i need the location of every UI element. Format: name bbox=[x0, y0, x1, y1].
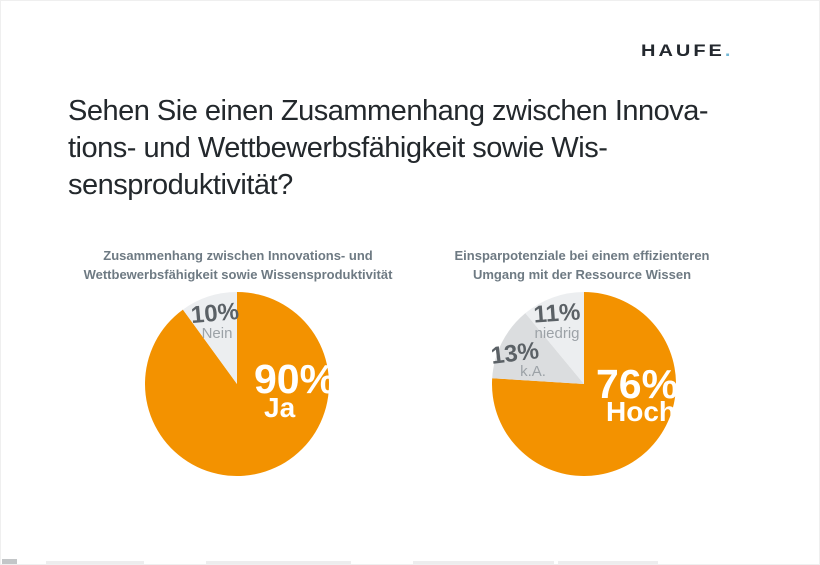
left-pie-ja-label: Ja bbox=[264, 392, 296, 423]
left-pie-nein-label: Nein bbox=[201, 325, 233, 342]
right-pie-chart bbox=[492, 292, 676, 476]
left-chart-heading: Zusammenhang zwischen Innovations- und W… bbox=[78, 246, 398, 284]
left-pie-chart bbox=[145, 292, 329, 476]
page-title-line-1: Sehen Sie einen Zusammenhang zwischen In… bbox=[68, 95, 709, 127]
right-pie-ka-label: k.A. bbox=[520, 363, 546, 380]
pie-slice-k.A. bbox=[492, 313, 584, 384]
left-chart-heading-line-1: Zusammenhang zwischen Innovations- und bbox=[103, 248, 373, 263]
pie-slice-Ja bbox=[145, 292, 329, 476]
left-pie-ja-percent: 90% bbox=[254, 356, 337, 402]
right-chart-heading-line-1: Einsparpotenziale bei einem effizientere… bbox=[454, 248, 710, 263]
right-chart-heading-line-2: Umgang mit der Ressource Wissen bbox=[472, 267, 692, 282]
cropped-text-artifact bbox=[413, 561, 554, 564]
page-title-line-3: sensproduktivität? bbox=[68, 169, 293, 201]
cropped-text-artifact bbox=[2, 559, 17, 564]
right-pie-hoch-label: Hoch bbox=[606, 396, 676, 427]
right-pie-niedrig-label: niedrig bbox=[534, 325, 580, 342]
pie-slice-Nein bbox=[182, 292, 237, 384]
right-pie-hoch-percent: 76% bbox=[596, 361, 679, 407]
page-title: Sehen Sie einen Zusammenhang zwischen In… bbox=[68, 93, 768, 204]
cropped-text-artifact bbox=[558, 561, 658, 564]
cropped-text-artifact bbox=[46, 561, 144, 564]
haufe-logo: Haufe. bbox=[641, 42, 730, 61]
right-chart-heading: Einsparpotenziale bei einem effizientere… bbox=[422, 246, 742, 284]
left-chart-heading-line-2: Wettbewerbsfähigkeit sowie Wissensproduk… bbox=[83, 267, 393, 282]
haufe-logo-text: Haufe bbox=[641, 42, 725, 61]
pie-slice-niedrig bbox=[525, 292, 584, 384]
pie-slice-Hoch bbox=[492, 292, 676, 476]
haufe-logo-dot: . bbox=[724, 42, 731, 61]
page-title-line-2: tions- und Wettbewerbsfähigkeit sowie Wi… bbox=[68, 132, 608, 164]
cropped-text-artifact bbox=[206, 561, 351, 564]
